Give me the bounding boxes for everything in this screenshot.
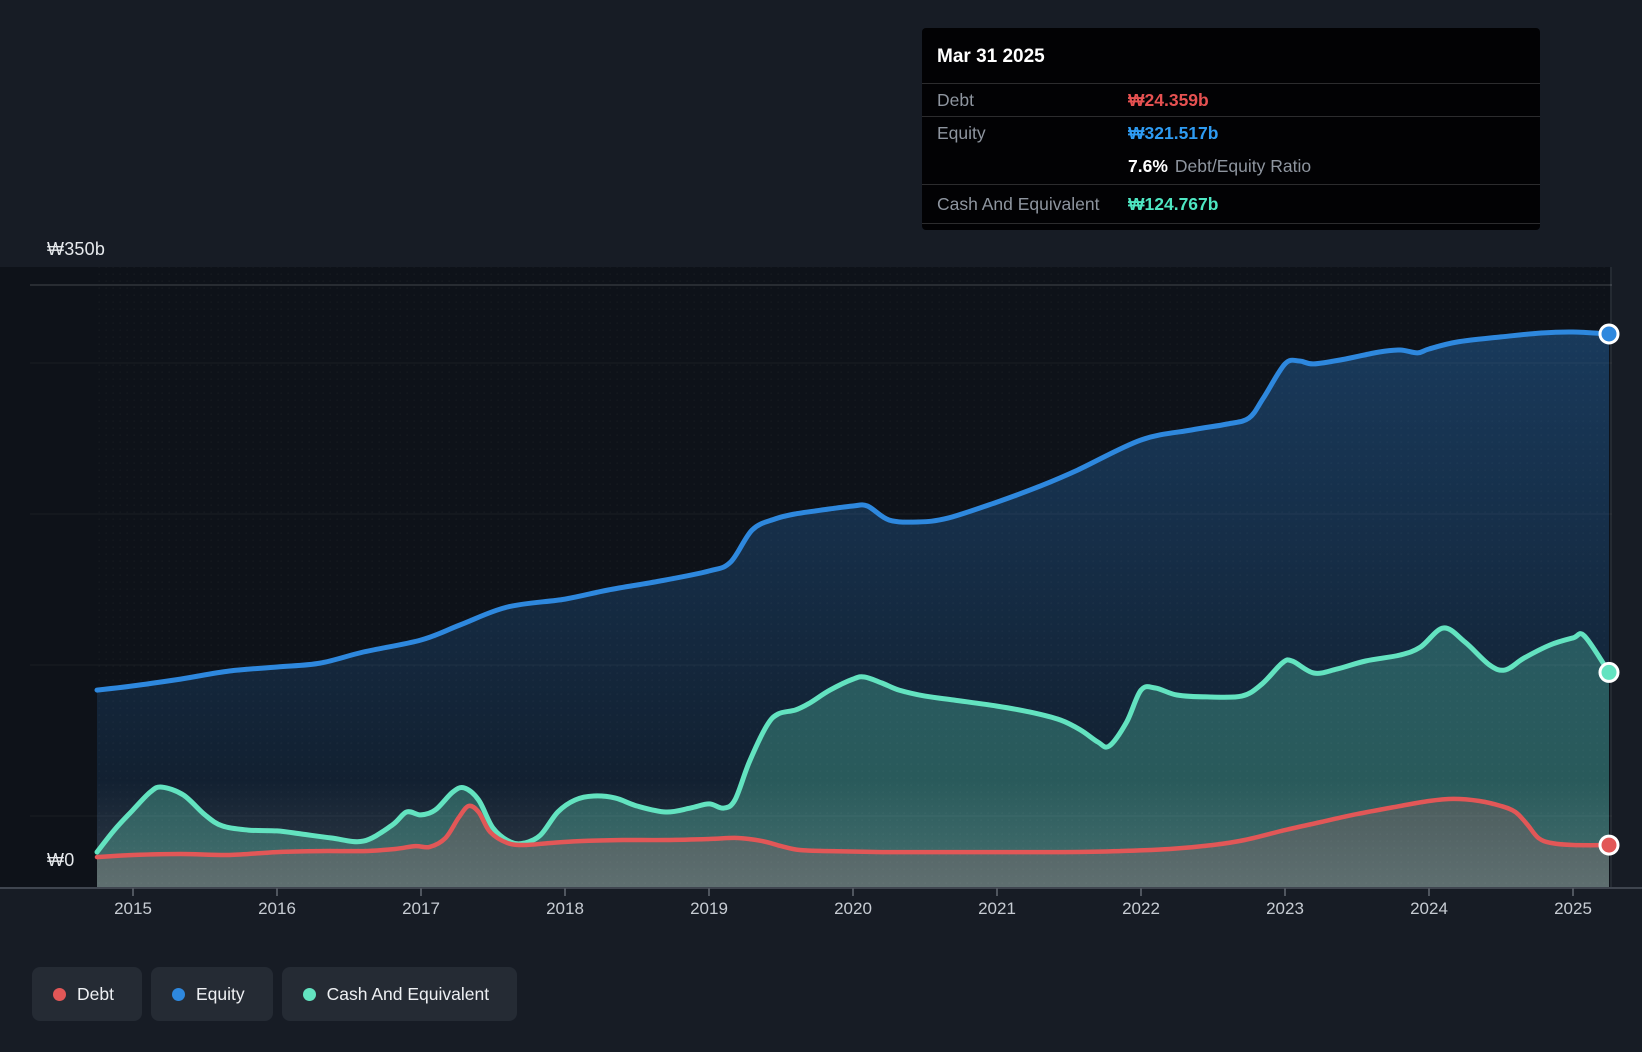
x-tick-2023: 2023: [1266, 899, 1304, 918]
tooltip-equity-label: Equity: [937, 122, 986, 143]
x-tick-2022: 2022: [1122, 899, 1160, 918]
x-tick-2025: 2025: [1554, 899, 1592, 918]
tooltip-debt-value: ₩24.359b: [1128, 89, 1209, 110]
x-tick-2019: 2019: [690, 899, 728, 918]
tooltip-cash-label: Cash And Equivalent: [937, 193, 1100, 214]
x-tick-2024: 2024: [1410, 899, 1448, 918]
tooltip-ratio-label: Debt/Equity Ratio: [1174, 156, 1312, 176]
x-axis-tick-labels: 2015 2016 2017 2018 2019 2020 2021 2022 2023 2024…: [0, 897, 1642, 923]
x-tick-2015: 2015: [114, 899, 152, 918]
tooltip-row-ratio: 7.6% Debt/Equity Ratio: [922, 149, 1540, 185]
tooltip-row-equity: Equity ₩321.517b: [922, 117, 1540, 149]
y-axis-label-zero: ₩0: [47, 850, 75, 870]
right-margin: [1612, 267, 1642, 888]
equity-line: [94, 329, 1612, 693]
legend-label: Debt: [77, 983, 114, 1004]
tooltip-cash-value: ₩124.767b: [1128, 193, 1219, 214]
tooltip-ratio-value: 7.6%: [1128, 156, 1168, 176]
fill-texture: [97, 267, 1609, 888]
legend-item-cash-and-equivalent[interactable]: Cash And Equivalent: [281, 967, 518, 1021]
legend-label: Equity: [195, 983, 245, 1004]
debt-line: [94, 796, 1612, 860]
x-tick-2018: 2018: [546, 899, 584, 918]
debt-endpoint-marker[interactable]: [1598, 834, 1620, 856]
tooltip-date: Mar 31 2025: [922, 30, 1540, 84]
legend-color-dot: [302, 987, 316, 1001]
tooltip-row-cash: Cash And Equivalent ₩124.767b: [922, 185, 1540, 224]
x-tick-2020: 2020: [834, 899, 872, 918]
chart-tooltip: Mar 31 2025 Debt ₩24.359b Equity ₩321.51…: [922, 28, 1540, 230]
cash-line: [94, 625, 1612, 855]
legend-label: Cash And Equivalent: [326, 983, 490, 1004]
x-tick-2016: 2016: [258, 899, 296, 918]
equity-endpoint-marker[interactable]: [1598, 323, 1620, 345]
legend-color-dot: [171, 987, 185, 1001]
legend-item-debt[interactable]: Debt: [32, 967, 142, 1021]
legend-item-equity[interactable]: Equity: [150, 967, 273, 1021]
tooltip-equity-value: ₩321.517b: [1128, 122, 1219, 143]
tooltip-debt-label: Debt: [937, 89, 974, 110]
x-tick-2017: 2017: [402, 899, 440, 918]
y-axis-label-top: ₩350b: [47, 239, 106, 259]
cash-endpoint-marker[interactable]: [1598, 661, 1620, 683]
chart-legend: Debt Equity Cash And Equivalent: [32, 967, 518, 1021]
x-tick-2021: 2021: [978, 899, 1016, 918]
legend-color-dot: [53, 987, 66, 1001]
tooltip-row-debt: Debt ₩24.359b: [922, 84, 1540, 117]
